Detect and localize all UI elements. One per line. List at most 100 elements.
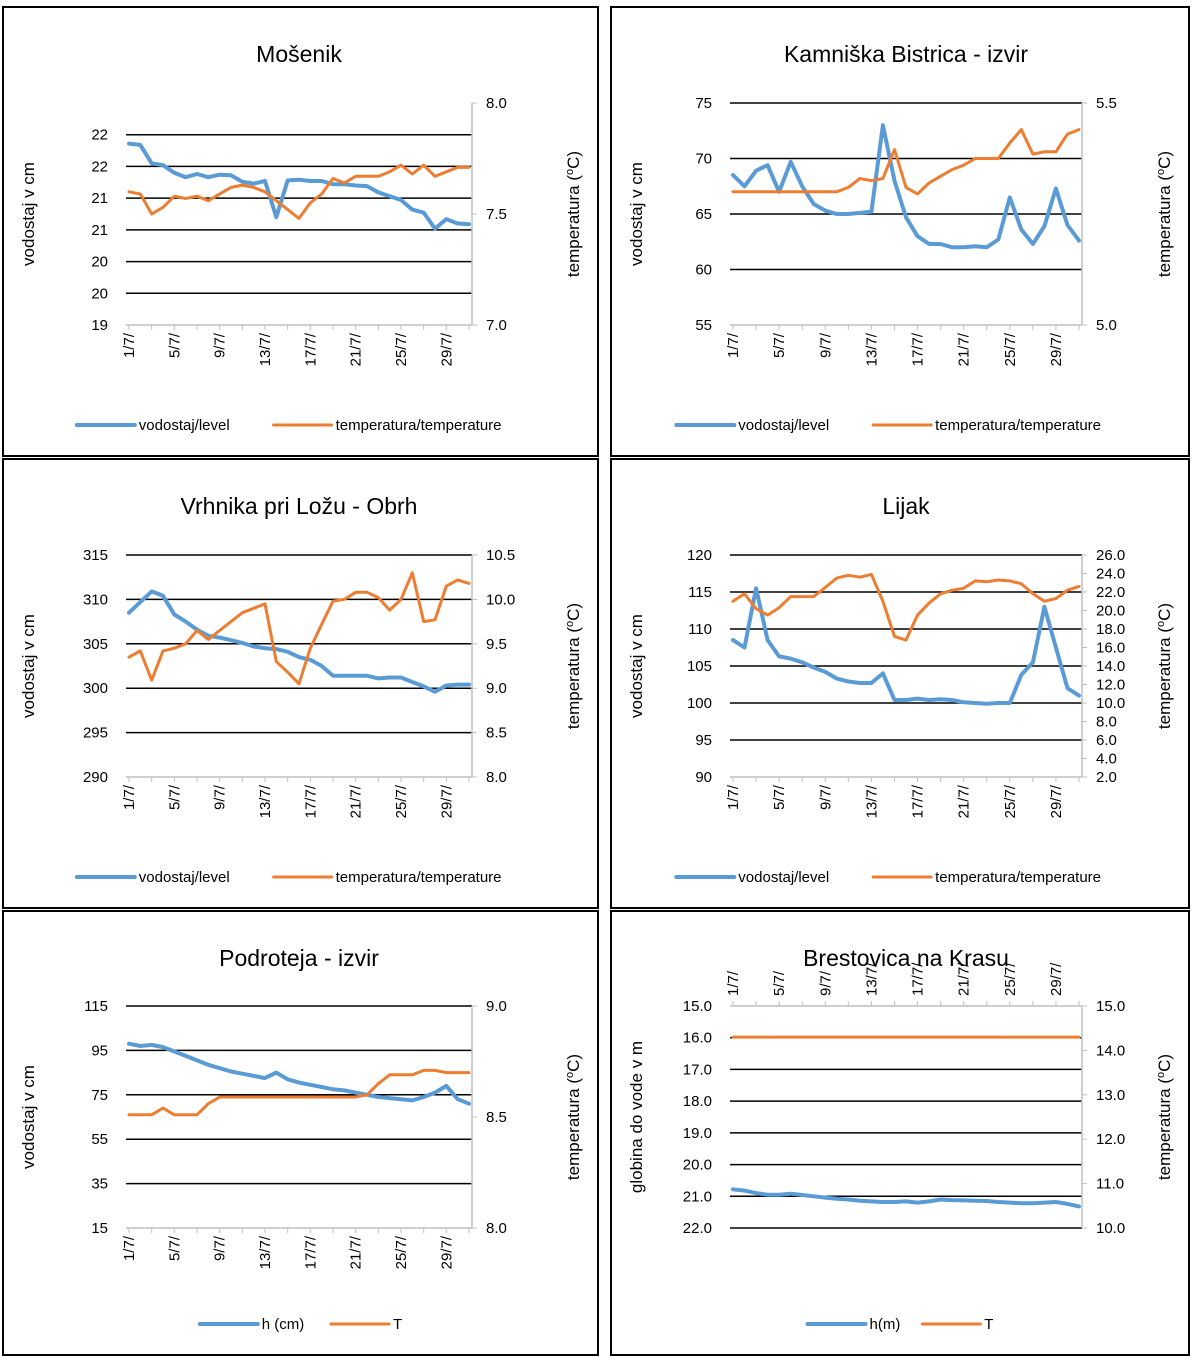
y2-tick-label: 8.5 <box>486 725 507 742</box>
y2-tick-label: 10.0 <box>1096 1220 1125 1237</box>
y-tick-label: 21 <box>91 190 108 207</box>
chart-title: Podroteja - izvir <box>219 945 379 971</box>
y2-tick-label: 8.0 <box>486 1220 507 1237</box>
x-tick-label: 29/7/ <box>1048 332 1065 366</box>
x-tick-label: 29/7/ <box>438 1235 455 1269</box>
y-axis-title: vodostaj v cm <box>627 614 646 718</box>
legend-label: temperatura/temperature <box>935 417 1101 434</box>
x-tick-label: 21/7/ <box>348 1235 365 1269</box>
x-tick-label: 13/7/ <box>863 332 880 366</box>
y2-tick-label: 4.0 <box>1096 751 1117 768</box>
y-axis-title: vodostaj v cm <box>19 162 38 266</box>
y-tick-label: 115 <box>688 584 712 601</box>
x-tick-label: 21/7/ <box>348 784 365 818</box>
chart-title: Vrhnika pri Ložu - Obrh <box>181 493 418 519</box>
y2-tick-label: 22.0 <box>1096 584 1125 601</box>
x-tick-label: 21/7/ <box>956 962 973 996</box>
x-tick-label: 9/7/ <box>817 784 834 810</box>
series-line <box>127 1068 471 1117</box>
y2-axis-title-superscript: o <box>564 621 576 627</box>
y2-axis-title-text: temperatura ( <box>564 627 583 729</box>
x-tick-label: 29/7/ <box>438 784 455 818</box>
x-tick-label: 5/7/ <box>166 332 183 358</box>
x-tick-label: 13/7/ <box>257 1235 274 1269</box>
series-line <box>731 1187 1081 1209</box>
y2-tick-label: 8.0 <box>486 769 507 786</box>
x-tick-label: 1/7/ <box>121 332 138 358</box>
y-tick-label: 95 <box>91 1042 108 1059</box>
y-tick-label: 75 <box>91 1087 108 1104</box>
x-tick-label: 25/7/ <box>393 332 410 366</box>
chart-panel: Mošenik 19 20 20 21 21 22 22 7.0 7.5 8.0 1/7/5/7/9/… <box>2 6 599 457</box>
x-tick-label: 13/7/ <box>863 962 880 996</box>
y2-axis-title-unit: C) <box>564 151 583 169</box>
y2-axis-title: temperatura (oC) <box>564 603 583 729</box>
y-tick-label: 90 <box>695 769 712 786</box>
y2-tick-label: 9.5 <box>486 636 507 653</box>
y-axis-title: vodostaj v cm <box>19 614 38 718</box>
x-tick-label: 1/7/ <box>725 332 742 358</box>
legend-label: h (cm) <box>262 1316 305 1333</box>
y-tick-label: 100 <box>687 695 712 712</box>
y-axis-title: vodostaj v cm <box>19 1065 38 1169</box>
y2-tick-label: 15.0 <box>1096 998 1125 1015</box>
y-tick-label: 55 <box>695 317 712 334</box>
x-tick-label: 29/7/ <box>1048 784 1065 818</box>
series-line <box>731 572 1081 642</box>
y-tick-label: 22 <box>91 127 108 144</box>
y-tick-label: 95 <box>695 732 712 749</box>
y2-tick-label: 12.0 <box>1096 1131 1125 1148</box>
series-line <box>731 586 1081 706</box>
series-line <box>127 141 471 231</box>
y-tick-label: 17.0 <box>683 1061 712 1078</box>
x-tick-label: 25/7/ <box>393 784 410 818</box>
x-tick-label: 5/7/ <box>166 1235 183 1261</box>
chart-panel: Vrhnika pri Ložu - Obrh 290 295 300 305 310 31… <box>2 458 599 909</box>
legend-label: T <box>393 1316 402 1333</box>
chart-svg: Lijak 90 95 100 105 110 115 120 2.04.0 6.08.0 10.0… <box>627 493 1174 886</box>
y-tick-label: 290 <box>83 769 108 786</box>
chart-panel: Brestovica na Krasu 15.0 16.0 17.0 18.0 19.0 2… <box>610 910 1190 1356</box>
y2-tick-label: 14.0 <box>1096 658 1125 675</box>
y2-tick-label: 12.0 <box>1096 677 1125 694</box>
y-tick-label: 300 <box>83 680 108 697</box>
y2-axis-title-text: temperatura ( <box>1155 1078 1174 1180</box>
y-tick-label: 15 <box>91 1220 108 1237</box>
y-tick-label: 120 <box>687 547 712 564</box>
y-tick-label: 110 <box>688 621 712 638</box>
x-tick-label: 5/7/ <box>771 784 788 810</box>
x-tick-label: 21/7/ <box>956 332 973 366</box>
chart-svg: Podroteja - izvir 15 35 55 75 95 115 8.0 8.5 9.0 1… <box>19 945 583 1333</box>
y2-tick-label: 8.0 <box>486 95 507 112</box>
y2-axis-title-text: temperatura ( <box>1155 627 1174 729</box>
x-tick-label: 25/7/ <box>393 1235 410 1269</box>
legend-label: vodostaj/level <box>139 869 230 886</box>
y-tick-label: 75 <box>695 95 712 112</box>
y2-axis-title-text: temperatura ( <box>1155 175 1174 277</box>
chart-svg: Kamniška Bistrica - izvir 55 60 65 70 75 5.0 5.… <box>627 41 1174 434</box>
y-tick-label: 15.0 <box>683 998 712 1015</box>
y-tick-label: 55 <box>91 1131 108 1148</box>
x-tick-label: 1/7/ <box>725 784 742 810</box>
y-tick-label: 310 <box>83 591 108 608</box>
y-tick-label: 19 <box>91 317 108 334</box>
y-tick-label: 18.0 <box>683 1093 712 1110</box>
chart-title: Mošenik <box>256 41 342 67</box>
x-tick-label: 9/7/ <box>212 1235 229 1261</box>
x-tick-label: 25/7/ <box>1002 332 1019 366</box>
y-tick-label: 16.0 <box>683 1030 712 1047</box>
y2-axis-title: temperatura (oC) <box>564 151 583 277</box>
series-line <box>127 589 471 694</box>
y-axis-title: vodostaj v cm <box>627 162 646 266</box>
y2-axis-title-unit: C) <box>1155 151 1174 169</box>
y2-tick-label: 2.0 <box>1096 769 1117 786</box>
y-tick-label: 35 <box>91 1176 108 1193</box>
y2-tick-label: 9.0 <box>486 680 507 697</box>
chart-title: Kamniška Bistrica - izvir <box>784 41 1028 67</box>
y2-axis-title: temperatura (oC) <box>1155 151 1174 277</box>
x-tick-label: 21/7/ <box>348 332 365 366</box>
y2-tick-label: 7.0 <box>486 317 507 334</box>
y-tick-label: 60 <box>695 262 712 279</box>
x-tick-label: 13/7/ <box>257 332 274 366</box>
